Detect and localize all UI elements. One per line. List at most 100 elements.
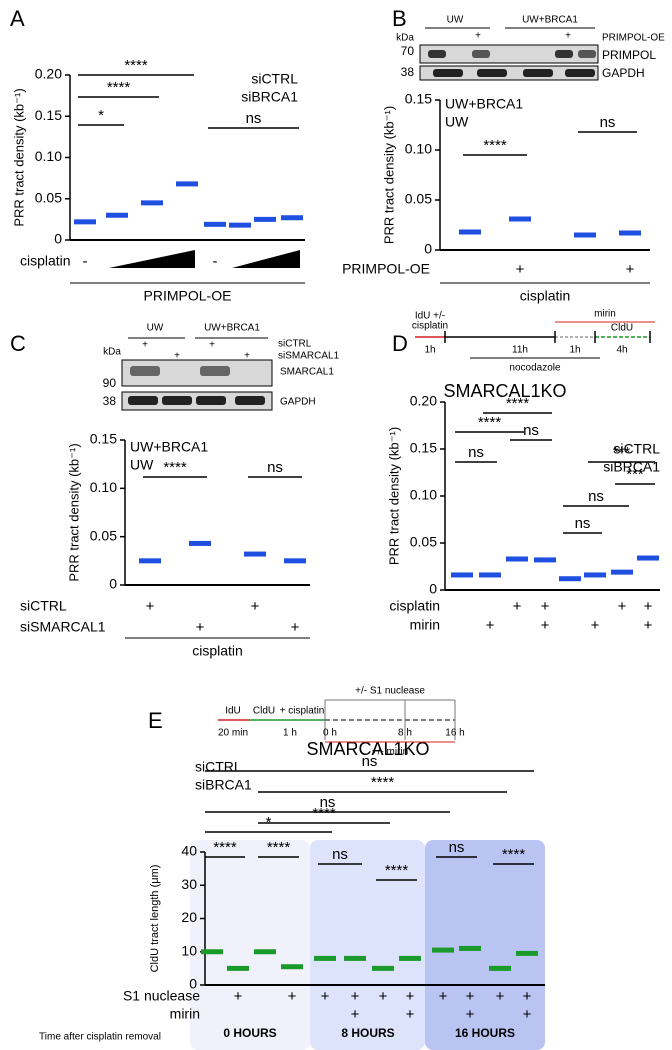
median-bar — [459, 229, 481, 235]
median-bar — [584, 572, 606, 578]
median-bar — [106, 212, 128, 218]
sig-label: **** — [371, 774, 395, 791]
sig-label: ns — [588, 488, 604, 505]
sig-label: **** — [506, 395, 530, 412]
panel-letter: B — [392, 6, 407, 31]
y-tick-label: 0.05 — [90, 527, 117, 543]
y-tick-label: 0.10 — [90, 479, 117, 495]
median-bar — [574, 232, 596, 238]
time-group: 0 HOURS — [223, 1026, 276, 1040]
sig-label: **** — [483, 137, 507, 154]
row-mark: - — [213, 253, 218, 270]
row-mark: + — [351, 1006, 360, 1023]
row-mark: + — [466, 1006, 475, 1023]
timeline-label: mirin — [594, 309, 616, 320]
median-bar — [372, 965, 394, 971]
median-bar — [479, 572, 501, 578]
timeline-label: nocodazole — [509, 363, 561, 374]
row-mark: + — [351, 988, 360, 1005]
dose-wedge — [109, 250, 195, 268]
blot-panel — [419, 65, 599, 81]
time-group: 8 HOURS — [341, 1026, 394, 1040]
y-tick-label: 0.10 — [35, 148, 62, 164]
blot-label: + — [142, 340, 148, 351]
legend-entry: siCTRL — [613, 441, 660, 457]
sig-label: ns — [246, 110, 262, 127]
median-bar — [506, 556, 528, 562]
sig-label: ns — [523, 422, 539, 439]
y-tick-label: 0 — [189, 976, 197, 992]
median-bar — [344, 955, 366, 961]
median-bar — [139, 558, 161, 564]
blot-label: UW — [147, 323, 164, 334]
row-mark: + — [196, 619, 205, 636]
timeline-label: CldU — [611, 323, 633, 334]
blot-label: GAPDH — [280, 397, 316, 408]
blot-band — [196, 396, 226, 405]
timeline-label: 1h — [569, 345, 580, 356]
legend-entry: siBRCA1 — [195, 777, 252, 793]
blot-band — [555, 50, 573, 58]
sig-label: *** — [626, 466, 644, 483]
median-bar — [637, 555, 659, 561]
row-mark: + — [291, 619, 300, 636]
row-mark: + — [379, 988, 388, 1005]
y-tick-label: 0.15 — [35, 107, 62, 123]
median-bar — [254, 216, 276, 222]
panel-letter: D — [392, 331, 408, 356]
blot-panel — [419, 44, 599, 64]
sig-label: **** — [312, 805, 336, 822]
median-bar — [227, 965, 249, 971]
blot-band — [433, 69, 463, 77]
median-bar — [611, 569, 633, 575]
time-band — [310, 840, 425, 1050]
row-mark: + — [523, 988, 532, 1005]
median-bar — [399, 955, 421, 961]
row-mark: + — [591, 617, 600, 634]
row-mark: + — [321, 988, 330, 1005]
timeline-label: 16 h — [445, 728, 464, 739]
blot-label: 70 — [401, 44, 415, 58]
sig-label: ns — [332, 846, 348, 863]
y-tick-label: 0.05 — [405, 191, 432, 207]
panel-letter: A — [10, 6, 25, 31]
timeline-label: +/- S1 nuclease — [355, 686, 425, 697]
sig-label: **** — [267, 839, 291, 856]
median-bar — [509, 216, 531, 222]
y-tick-label: 0.15 — [405, 91, 432, 107]
sig-label: **** — [124, 57, 148, 74]
blot-label: 90 — [103, 376, 117, 390]
blot-label: + — [209, 340, 215, 351]
median-bar — [459, 945, 481, 951]
row-mark: + — [513, 598, 522, 615]
legend-entry: siCTRL — [251, 71, 298, 87]
y-tick-label: 0.10 — [405, 141, 432, 157]
panel-letter: C — [10, 331, 26, 356]
sig-label: ns — [449, 839, 465, 856]
blot-label: SMARCAL1 — [280, 367, 334, 378]
blot-label: + — [174, 351, 180, 362]
y-axis-label: CldU tract length (μm) — [149, 865, 161, 973]
time-band — [190, 840, 310, 1050]
median-bar — [451, 572, 473, 578]
y-tick-label: 30 — [181, 876, 197, 892]
median-bar — [201, 949, 223, 955]
row-mark: + — [406, 1006, 415, 1023]
time-label: Time after cisplatin removal — [39, 1032, 161, 1043]
sig-label: **** — [478, 414, 502, 431]
y-tick-label: 0.15 — [410, 440, 437, 456]
row-label: siSMARCAL1 — [20, 619, 106, 635]
timeline-label: 20 min — [218, 728, 248, 739]
median-bar — [284, 558, 306, 564]
y-tick-label: 0.05 — [35, 189, 62, 205]
median-bar — [489, 965, 511, 971]
row-mark: + — [234, 988, 243, 1005]
row-label: cisplatin — [389, 598, 440, 614]
y-tick-label: 0.05 — [410, 534, 437, 550]
row-mark: + — [626, 261, 635, 278]
blot-band — [565, 69, 595, 77]
timeline-label: 1h — [424, 345, 435, 356]
row-mark: - — [83, 253, 88, 270]
legend-entry: siCTRL — [195, 759, 242, 775]
y-tick-label: 0 — [54, 231, 62, 247]
